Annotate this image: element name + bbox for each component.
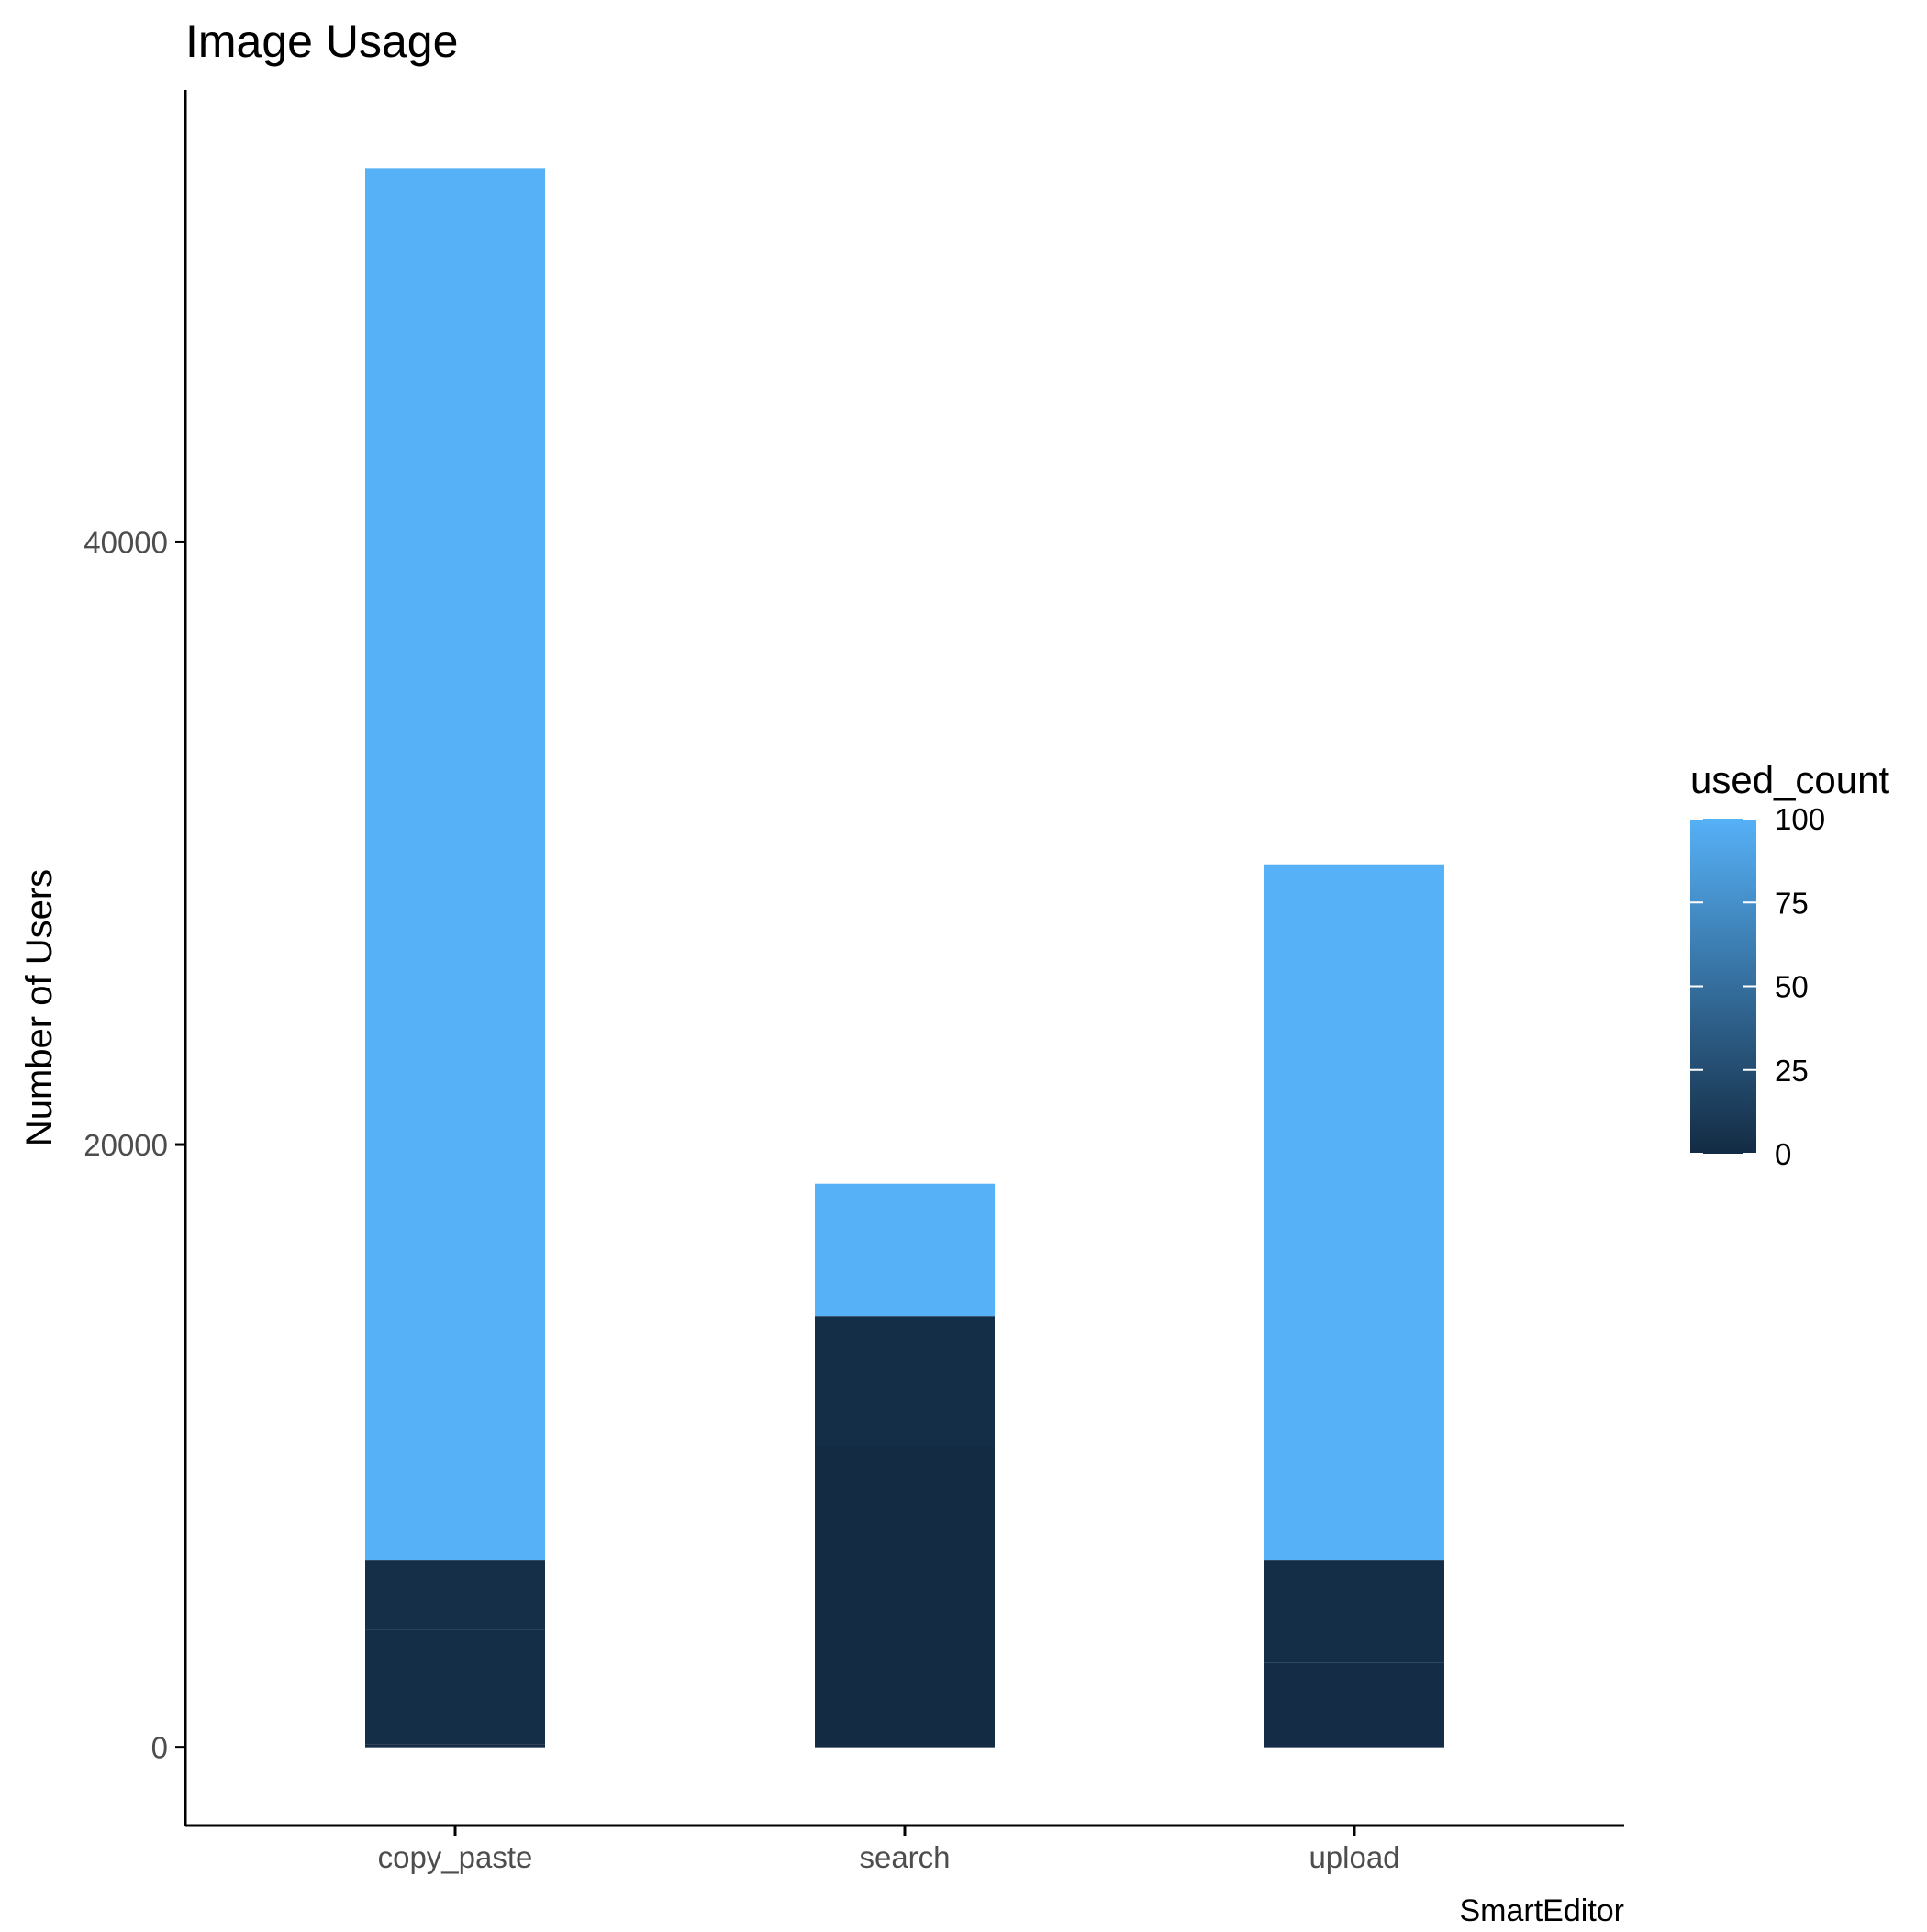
x-tick-label-upload: upload — [1309, 1840, 1399, 1874]
legend-ticks-layer: 0 25 50 75 100 — [1690, 802, 1825, 1171]
bar-upload-segment-2 — [1264, 864, 1444, 1561]
y-tick-label: 20000 — [84, 1128, 168, 1162]
bar-copy_paste-segment-1 — [365, 1629, 545, 1745]
bar-search-segment-1 — [815, 1316, 995, 1446]
x-ticks-layer: copy_paste search upload — [378, 1826, 1400, 1874]
legend: used_count 0 25 50 75 100 — [1690, 758, 1890, 1171]
x-tick-label-search: search — [859, 1840, 950, 1874]
bar-upload-segment-0 — [1264, 1662, 1444, 1748]
legend-tick-label: 50 — [1775, 970, 1809, 1004]
x-tick-label-copy_paste: copy_paste — [378, 1840, 533, 1874]
legend-title: used_count — [1690, 758, 1890, 801]
bar-copy_paste-segment-3 — [365, 168, 545, 1561]
legend-tick-label: 25 — [1775, 1054, 1809, 1088]
legend-tick-label: 100 — [1775, 802, 1825, 836]
legend-tick-label: 75 — [1775, 886, 1809, 920]
y-ticks-layer: 0 20000 40000 — [84, 525, 185, 1765]
y-tick-label: 40000 — [84, 525, 168, 559]
x-axis-title: SmartEditor — [1460, 1893, 1625, 1927]
y-axis-title: Number of Users — [19, 869, 60, 1146]
bar-copy_paste-segment-2 — [365, 1560, 545, 1630]
y-tick-label: 0 — [151, 1731, 168, 1765]
chart-title: Image Usage — [185, 16, 458, 67]
bar-search-segment-2 — [815, 1183, 995, 1317]
legend-tick-label: 0 — [1775, 1137, 1791, 1171]
bar-copy_paste-segment-0 — [365, 1744, 545, 1748]
bars-layer — [365, 168, 1444, 1748]
bar-upload-segment-1 — [1264, 1560, 1444, 1663]
bar-search-segment-0 — [815, 1446, 995, 1748]
